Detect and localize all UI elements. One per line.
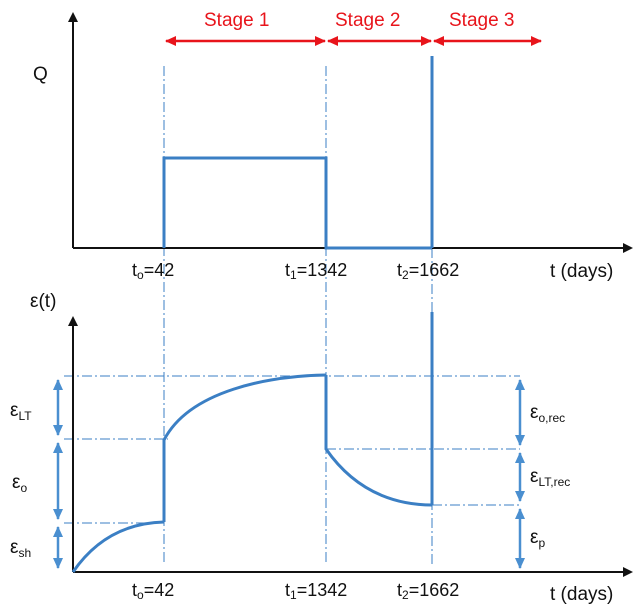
top-tick-labels: to=42 t1=1342 t2=1662 xyxy=(132,260,459,282)
eps-p-label: εp xyxy=(530,527,545,550)
top-tick-t0: to=42 xyxy=(132,260,174,282)
eps-lt-rec-sym: ε xyxy=(530,466,539,487)
bottom-tick-t2-sym: t xyxy=(397,580,402,600)
bottom-tick-t2-sub: 2 xyxy=(402,588,409,602)
load-step xyxy=(162,156,432,250)
load-curve xyxy=(162,56,434,250)
stage-3-label: Stage 3 xyxy=(449,10,515,31)
bottom-tick-t0-sym: t xyxy=(132,580,137,600)
top-tick-t2-sym: t xyxy=(397,260,402,280)
bottom-tick-t1-sym: t xyxy=(285,580,290,600)
right-strain-labels: εo,rec εLT,rec εp xyxy=(530,402,570,550)
top-tick-t0-sub: o xyxy=(137,268,144,282)
eps-sh-label: εsh xyxy=(10,537,31,560)
left-strain-labels: εLT εo εsh xyxy=(10,400,32,560)
bottom-x-label: t (days) xyxy=(550,584,613,605)
recovery-segment xyxy=(324,375,433,507)
eps-o-sub: o xyxy=(20,481,27,495)
eps-sh-sym: ε xyxy=(10,537,19,558)
guide-lines xyxy=(64,66,520,565)
eps-o-sym: ε xyxy=(12,472,21,493)
top-tick-t1-val: =1342 xyxy=(297,260,348,280)
eps-p-sym: ε xyxy=(530,527,539,548)
bottom-tick-t1: t1=1342 xyxy=(285,580,347,602)
stage-1-label: Stage 1 xyxy=(204,10,270,31)
eps-lt-sub: LT xyxy=(18,409,32,423)
eps-o-rec-sub: o,rec xyxy=(538,411,565,425)
eps-lt-rec-label: εLT,rec xyxy=(530,466,570,489)
stage-2-label: Stage 2 xyxy=(335,10,401,31)
eps-o-label: εo xyxy=(12,472,27,495)
stage-arrows: Stage 1 Stage 2 Stage 3 xyxy=(165,10,542,46)
bottom-tick-t1-sub: 1 xyxy=(290,588,297,602)
bottom-tick-t2: t2=1662 xyxy=(397,580,459,602)
eps-lt-sym: ε xyxy=(10,400,19,421)
creep-segment xyxy=(162,373,327,522)
top-tick-t2-val: =1662 xyxy=(409,260,460,280)
top-tick-t2-sub: 2 xyxy=(402,268,409,282)
bottom-tick-t1-val: =1342 xyxy=(297,580,348,600)
bottom-tick-t0-sub: o xyxy=(137,588,144,602)
top-tick-t1: t1=1342 xyxy=(285,260,347,282)
bottom-tick-t0-val: =42 xyxy=(144,580,175,600)
eps-o-rec-label: εo,rec xyxy=(530,402,565,425)
top-tick-t0-sym: t xyxy=(132,260,137,280)
eps-o-rec-sym: ε xyxy=(530,402,539,423)
top-tick-t0-val: =42 xyxy=(144,260,175,280)
eps-sh-sub: sh xyxy=(18,546,31,560)
bottom-y-label: ε(t) xyxy=(30,291,56,312)
strain-curve xyxy=(71,312,434,573)
bottom-tick-t0: to=42 xyxy=(132,580,174,602)
top-tick-t2: t2=1662 xyxy=(397,260,459,282)
eps-lt-label: εLT xyxy=(10,400,32,423)
bottom-axes: ε(t) t (days) xyxy=(30,291,633,605)
eps-p-sub: p xyxy=(538,536,545,550)
top-axes: Q t (days) xyxy=(33,12,633,282)
top-x-label: t (days) xyxy=(550,261,613,282)
top-tick-t1-sym: t xyxy=(285,260,290,280)
bottom-tick-labels: to=42 t1=1342 t2=1662 xyxy=(132,580,459,602)
top-tick-t1-sub: 1 xyxy=(290,268,297,282)
eps-lt-rec-sub: LT,rec xyxy=(538,475,570,489)
shrinkage-segment xyxy=(71,520,165,573)
bottom-tick-t2-val: =1662 xyxy=(409,580,460,600)
top-y-label: Q xyxy=(33,64,48,85)
